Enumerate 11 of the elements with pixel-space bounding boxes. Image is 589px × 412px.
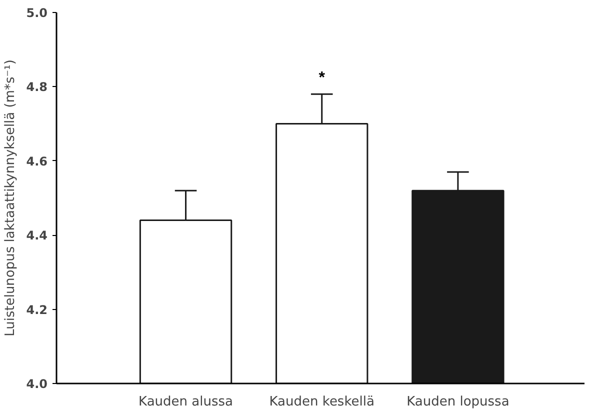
y-tick-label: 4.8: [26, 80, 48, 94]
annotation: *: [318, 70, 326, 87]
x-tick-label: Kauden alussa: [138, 394, 234, 410]
y-tick-label: 5.0: [26, 6, 48, 20]
y-axis-title: Luistelunopus laktaattikynnyksellä (m*s⁻¹): [3, 60, 18, 336]
y-tick-label: 4.6: [26, 154, 48, 168]
y-tick-label: 4.4: [26, 228, 48, 243]
y-tick-label: 4.2: [26, 302, 48, 317]
x-tick-label: Kauden keskellä: [269, 394, 374, 410]
x-tick-label: Kauden lopussa: [406, 394, 510, 410]
y-tick-label: 4.0: [26, 377, 48, 391]
